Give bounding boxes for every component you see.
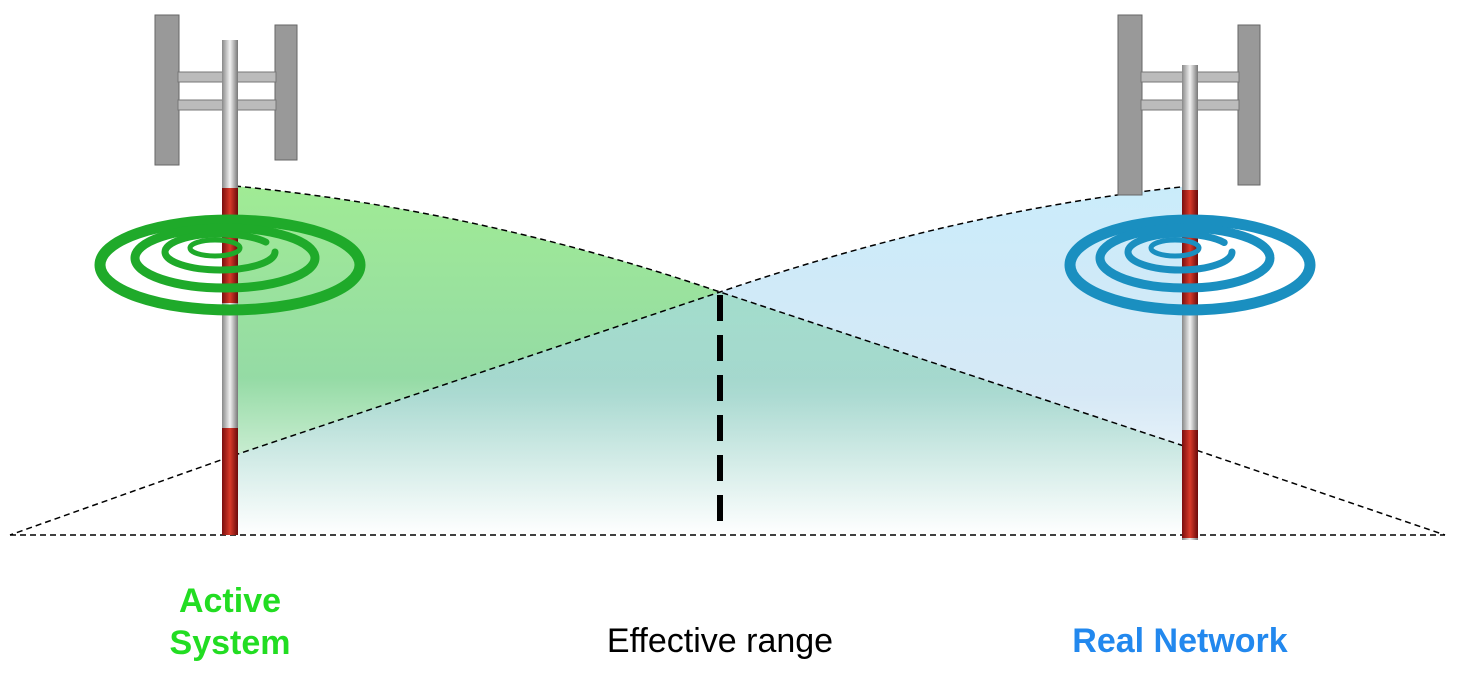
blue-area [235,186,1190,535]
real-network-label: Real Network [1072,622,1288,660]
right-tower [1064,14,1316,540]
effective-range-label: Effective range [606,622,834,660]
left-tower [94,14,366,535]
active-system-label: Active System [169,582,291,662]
